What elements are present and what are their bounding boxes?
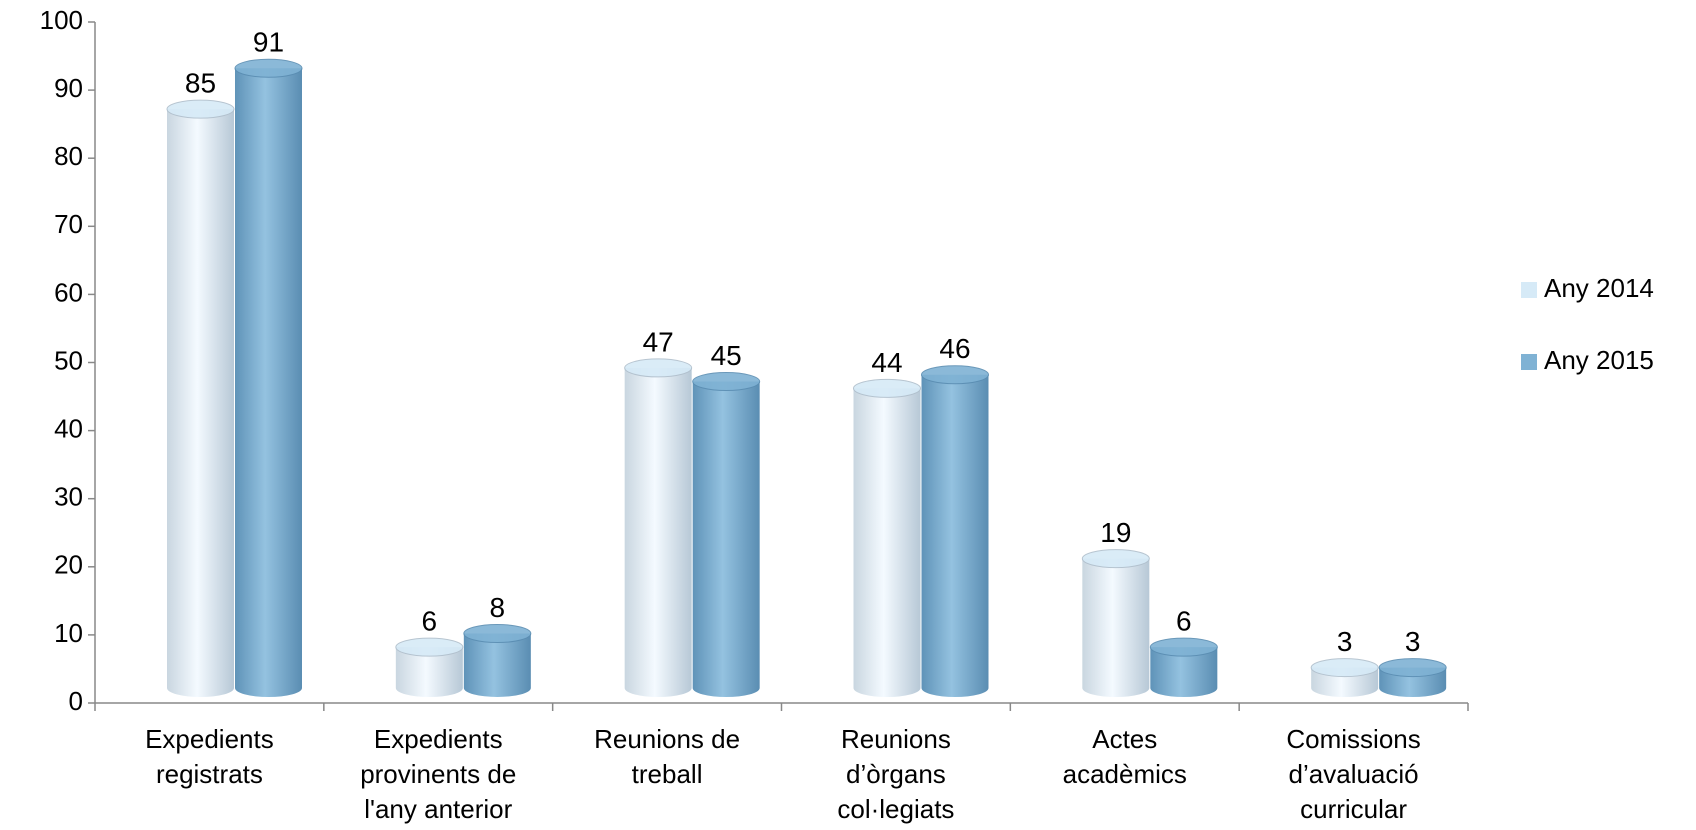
value-label: 6 bbox=[1176, 606, 1192, 637]
bar-body bbox=[692, 381, 760, 697]
bar-top bbox=[1310, 658, 1379, 678]
legend-swatch bbox=[1521, 282, 1537, 298]
bar bbox=[692, 372, 761, 697]
value-label: 91 bbox=[253, 27, 284, 58]
value-label: 6 bbox=[422, 606, 438, 637]
bar-body bbox=[167, 109, 234, 697]
y-tick-label: 60 bbox=[54, 277, 83, 307]
bar-body bbox=[395, 647, 463, 697]
bar-top bbox=[624, 358, 693, 378]
value-label: 3 bbox=[1405, 626, 1421, 657]
value-label: 47 bbox=[643, 326, 674, 357]
bar-body bbox=[1082, 558, 1150, 697]
bar bbox=[1149, 637, 1218, 697]
legend-label: Any 2015 bbox=[1544, 345, 1654, 375]
x-tick-label: curricular bbox=[1300, 794, 1407, 824]
y-tick-label: 30 bbox=[54, 482, 83, 512]
value-label: 3 bbox=[1337, 626, 1353, 657]
x-tick-label: Expedients bbox=[374, 724, 503, 754]
bar bbox=[1310, 658, 1379, 697]
bar bbox=[921, 365, 989, 697]
legend-swatch bbox=[1521, 354, 1537, 370]
bar-body bbox=[624, 367, 692, 697]
x-tick-label: Expedients bbox=[145, 724, 274, 754]
bar-top bbox=[1149, 637, 1218, 657]
bar-top bbox=[1081, 549, 1150, 569]
bar bbox=[166, 99, 235, 697]
x-tick-label: col·legiats bbox=[837, 794, 954, 824]
value-label: 44 bbox=[871, 347, 902, 378]
y-tick-label: 0 bbox=[69, 686, 83, 716]
bar-top bbox=[921, 365, 989, 385]
value-label: 85 bbox=[185, 68, 216, 99]
x-tick-label: Reunions de bbox=[594, 724, 740, 754]
bar-top bbox=[692, 372, 761, 392]
x-tick-label: Comissions bbox=[1286, 724, 1420, 754]
x-tick-label: acadèmics bbox=[1063, 759, 1187, 789]
x-tick-label: d’avaluació bbox=[1289, 759, 1419, 789]
y-tick-label: 70 bbox=[54, 209, 83, 239]
x-tick-label: registrats bbox=[156, 759, 263, 789]
y-tick-label: 10 bbox=[54, 618, 83, 648]
y-tick-label: 80 bbox=[54, 141, 83, 171]
y-tick-label: 40 bbox=[54, 413, 83, 443]
x-tick-label: d’òrgans bbox=[846, 759, 946, 789]
x-tick-label: Actes bbox=[1092, 724, 1157, 754]
bar-body bbox=[921, 374, 989, 697]
bar-top bbox=[853, 378, 921, 398]
value-label: 46 bbox=[939, 333, 970, 364]
y-tick-label: 50 bbox=[54, 345, 83, 375]
x-tick-label: provinents de bbox=[360, 759, 516, 789]
bar bbox=[853, 378, 921, 697]
bar-body bbox=[463, 633, 531, 697]
bar-top bbox=[166, 99, 235, 119]
bar-body bbox=[235, 68, 302, 698]
bar-top bbox=[234, 58, 303, 78]
value-label: 19 bbox=[1100, 517, 1131, 548]
bar bbox=[463, 624, 532, 697]
bar-top bbox=[1378, 658, 1447, 678]
bar bbox=[1081, 549, 1150, 697]
bar-top bbox=[463, 624, 532, 644]
bar bbox=[624, 358, 693, 697]
bar-body bbox=[853, 388, 921, 697]
bar bbox=[1378, 658, 1447, 697]
value-label: 8 bbox=[490, 592, 506, 623]
y-tick-label: 90 bbox=[54, 73, 83, 103]
y-tick-label: 100 bbox=[40, 5, 83, 35]
bar-body bbox=[1150, 647, 1218, 697]
bar bbox=[395, 637, 464, 697]
x-tick-label: treball bbox=[632, 759, 703, 789]
y-tick-label: 20 bbox=[54, 550, 83, 580]
x-tick-label: Reunions bbox=[841, 724, 951, 754]
bar-top bbox=[395, 637, 464, 657]
value-label: 45 bbox=[711, 340, 742, 371]
x-tick-label: l'any anterior bbox=[364, 794, 512, 824]
bar bbox=[234, 58, 303, 698]
legend-label: Any 2014 bbox=[1544, 273, 1654, 303]
